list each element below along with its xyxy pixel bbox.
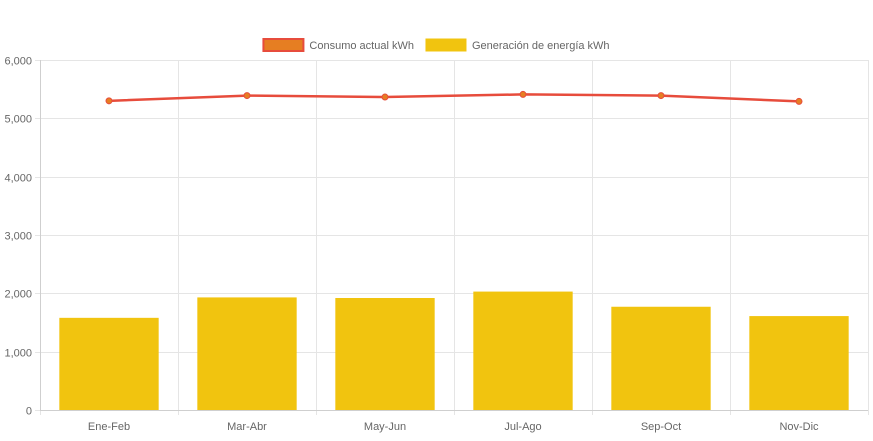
legend-label-generation: Generación de energía kWh — [472, 40, 610, 52]
y-tick-label: 2,000 — [4, 289, 32, 301]
x-tick-label: Mar-Abr — [227, 421, 267, 433]
x-tick-label: May-Jun — [364, 421, 406, 433]
legend-swatch-generation — [425, 38, 467, 52]
legend-label-consumption: Consumo actual kWh — [309, 40, 414, 52]
legend-swatch-consumption — [262, 38, 305, 52]
x-tick-label: Sep-Oct — [641, 421, 681, 433]
y-tick-label: 6,000 — [4, 56, 32, 68]
bar — [335, 298, 435, 410]
bar — [611, 306, 711, 410]
line-point — [381, 93, 389, 101]
line-series — [105, 90, 803, 105]
y-tick-label: 1,000 — [4, 348, 32, 360]
grid-lines — [35, 60, 869, 415]
line-point — [105, 97, 113, 105]
bar-series — [59, 291, 849, 410]
y-tick-label: 3,000 — [4, 231, 32, 243]
line-point — [795, 97, 803, 105]
bar — [749, 316, 849, 410]
consumption-line — [107, 93, 801, 103]
legend: Consumo actual kWh Generación de energía … — [262, 38, 610, 52]
y-tick-label: 0 — [26, 406, 32, 418]
bar — [473, 291, 573, 410]
axes: 0 1,000 2,000 3,000 4,000 5,000 6,000 Ene-Feb Ma… — [4, 56, 868, 433]
x-tick-label: Nov-Dic — [779, 421, 819, 433]
x-tick-label: Jul-Ago — [504, 421, 541, 433]
bar — [197, 297, 297, 410]
x-tick-label: Ene-Feb — [88, 421, 130, 433]
y-tick-label: 5,000 — [4, 114, 32, 126]
line-point — [519, 90, 527, 98]
line-point — [243, 92, 251, 100]
line-point — [657, 92, 665, 100]
bar — [59, 317, 159, 410]
y-tick-label: 4,000 — [4, 173, 32, 185]
